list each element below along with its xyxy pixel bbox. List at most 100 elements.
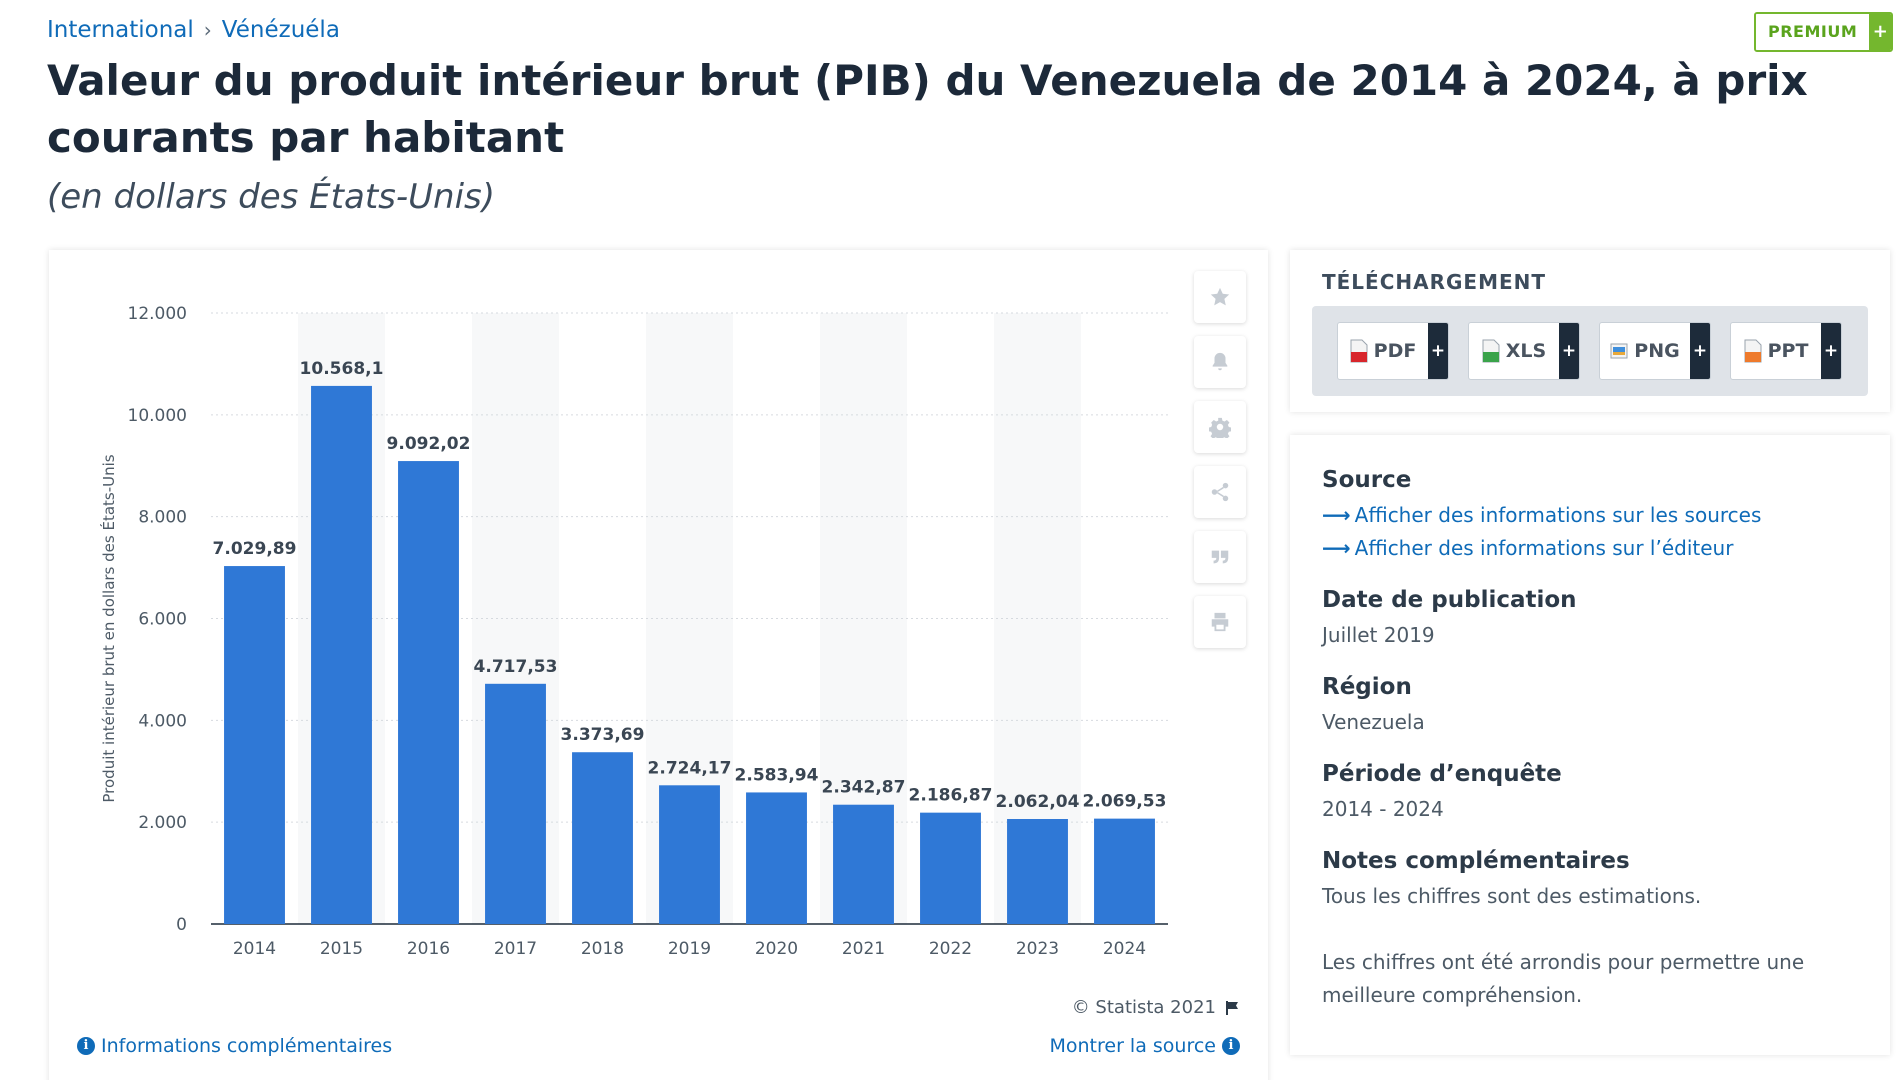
- notes-rounding: Les chiffres ont été arrondis pour perme…: [1322, 950, 1805, 1007]
- share-button[interactable]: [1194, 466, 1246, 518]
- x-tick-label: 2018: [581, 939, 624, 959]
- download-pdf-button[interactable]: PDF +: [1337, 322, 1449, 380]
- print-button[interactable]: [1194, 596, 1246, 648]
- download-card: TÉLÉCHARGEMENT PDF + XLS + PNG +: [1290, 250, 1890, 412]
- x-tick-label: 2020: [755, 939, 798, 959]
- data-label: 9.092,02: [387, 434, 471, 454]
- ppt-file-icon: [1744, 339, 1762, 363]
- info-icon: i: [1222, 1037, 1240, 1055]
- xls-label: XLS: [1505, 340, 1547, 362]
- data-label: 10.568,1: [300, 359, 384, 379]
- flag-icon[interactable]: [1224, 1000, 1240, 1016]
- publication-section: Date de publication Juillet 2019: [1322, 587, 1858, 652]
- png-plus-icon: +: [1690, 323, 1710, 379]
- y-tick-label: 8.000: [138, 508, 187, 528]
- y-tick-label: 4.000: [138, 711, 187, 731]
- chart-card: 0 2.000 4.000 6.000 8.000 10.000 12.000 7.029,8…: [49, 250, 1268, 1080]
- bar: [659, 785, 720, 924]
- arrow-right-icon: ⟶: [1322, 503, 1351, 527]
- x-tick-label: 2023: [1016, 939, 1059, 959]
- notes-section: Notes complémentaires Tous les chiffres …: [1322, 848, 1858, 1012]
- bar: [1094, 818, 1155, 924]
- bar: [572, 752, 633, 924]
- print-icon: [1211, 612, 1229, 632]
- x-tick-label: 2014: [233, 939, 276, 959]
- bar: [833, 804, 894, 924]
- breadcrumb-venezuela[interactable]: Vénézuéla: [221, 17, 340, 43]
- data-label: 2.186,87: [909, 786, 993, 806]
- data-label: 2.583,94: [735, 765, 819, 785]
- bar-chart: 0 2.000 4.000 6.000 8.000 10.000 12.000 7.029,8…: [99, 304, 1168, 959]
- publisher-info-link[interactable]: ⟶ Afficher des informations sur l’éditeu…: [1322, 532, 1858, 565]
- x-tick-label: 2015: [320, 939, 363, 959]
- cite-button[interactable]: [1194, 531, 1246, 583]
- publisher-info-label: Afficher des informations sur l’éditeur: [1354, 536, 1734, 560]
- region-value: Venezuela: [1322, 710, 1425, 734]
- y-tick-label: 12.000: [128, 304, 187, 324]
- pdf-label: PDF: [1373, 340, 1417, 362]
- y-axis-title: Produit intérieur brut en dollars des Ét…: [99, 454, 118, 802]
- data-label: 4.717,53: [474, 657, 558, 677]
- xls-file-icon: [1482, 339, 1500, 363]
- download-xls-button[interactable]: XLS +: [1468, 322, 1580, 380]
- bar: [224, 566, 285, 924]
- show-source-link[interactable]: Montrer la source i: [1049, 1035, 1240, 1057]
- bar: [1007, 819, 1068, 924]
- bar: [746, 792, 807, 924]
- credit-text: © Statista 2021: [1071, 997, 1216, 1018]
- period-section: Période d’enquête 2014 - 2024: [1322, 761, 1858, 826]
- show-source-label: Montrer la source: [1049, 1035, 1216, 1057]
- page-subtitle: (en dollars des États-Unis): [47, 177, 495, 217]
- info-icon: i: [77, 1037, 95, 1055]
- download-ppt-button[interactable]: PPT +: [1730, 322, 1842, 380]
- premium-plus-icon: +: [1869, 14, 1892, 50]
- source-info-link[interactable]: ⟶ Afficher des informations sur les sour…: [1322, 499, 1858, 532]
- source-info-label: Afficher des informations sur les source…: [1354, 503, 1762, 527]
- publication-value: Juillet 2019: [1322, 623, 1435, 647]
- source-section: Source ⟶ Afficher des informations sur l…: [1322, 467, 1858, 565]
- x-tick-label: 2022: [929, 939, 972, 959]
- download-title: TÉLÉCHARGEMENT: [1322, 270, 1547, 294]
- data-label: 2.062,04: [996, 792, 1080, 812]
- info-card: Source ⟶ Afficher des informations sur l…: [1290, 435, 1890, 1055]
- data-label: 2.069,53: [1083, 792, 1167, 812]
- breadcrumb: International › Vénézuéla: [47, 17, 340, 43]
- period-value: 2014 - 2024: [1322, 797, 1444, 821]
- ppt-label: PPT: [1767, 340, 1809, 362]
- region-heading: Région: [1322, 674, 1412, 700]
- pdf-file-icon: [1350, 339, 1368, 363]
- favorite-button[interactable]: [1194, 271, 1246, 323]
- publication-heading: Date de publication: [1322, 587, 1577, 613]
- more-info-label: Informations complémentaires: [101, 1035, 393, 1057]
- y-tick-label: 10.000: [128, 406, 187, 426]
- page-title: Valeur du produit intérieur brut (PIB) d…: [47, 56, 1808, 162]
- data-label: 7.029,89: [213, 539, 297, 559]
- settings-button[interactable]: [1194, 401, 1246, 453]
- breadcrumb-separator: ›: [203, 18, 212, 42]
- breadcrumb-international[interactable]: International: [47, 17, 194, 43]
- x-tick-label: 2017: [494, 939, 537, 959]
- x-tick-label: 2021: [842, 939, 885, 959]
- data-label: 2.342,87: [822, 778, 906, 798]
- notes-estimates: Tous les chiffres sont des estimations.: [1322, 884, 1702, 908]
- source-heading: Source: [1322, 467, 1412, 493]
- chart-toolbar: [1194, 271, 1246, 661]
- xls-plus-icon: +: [1559, 323, 1579, 379]
- ppt-plus-icon: +: [1821, 323, 1841, 379]
- premium-button[interactable]: PREMIUM +: [1754, 12, 1894, 52]
- arrow-right-icon: ⟶: [1322, 536, 1351, 560]
- png-file-icon: [1610, 343, 1628, 359]
- download-png-button[interactable]: PNG +: [1599, 322, 1711, 380]
- notification-button[interactable]: [1194, 336, 1246, 388]
- pdf-plus-icon: +: [1428, 323, 1448, 379]
- y-tick-label: 6.000: [138, 610, 187, 630]
- period-heading: Période d’enquête: [1322, 761, 1562, 787]
- x-tick-label: 2016: [407, 939, 450, 959]
- png-label: PNG: [1634, 340, 1680, 362]
- more-info-link[interactable]: i Informations complémentaires: [77, 1035, 392, 1057]
- star-icon: [1210, 287, 1230, 306]
- data-label: 3.373,69: [561, 725, 645, 745]
- notes-heading: Notes complémentaires: [1322, 848, 1630, 874]
- gear-icon: [1209, 417, 1231, 438]
- bar: [485, 683, 546, 924]
